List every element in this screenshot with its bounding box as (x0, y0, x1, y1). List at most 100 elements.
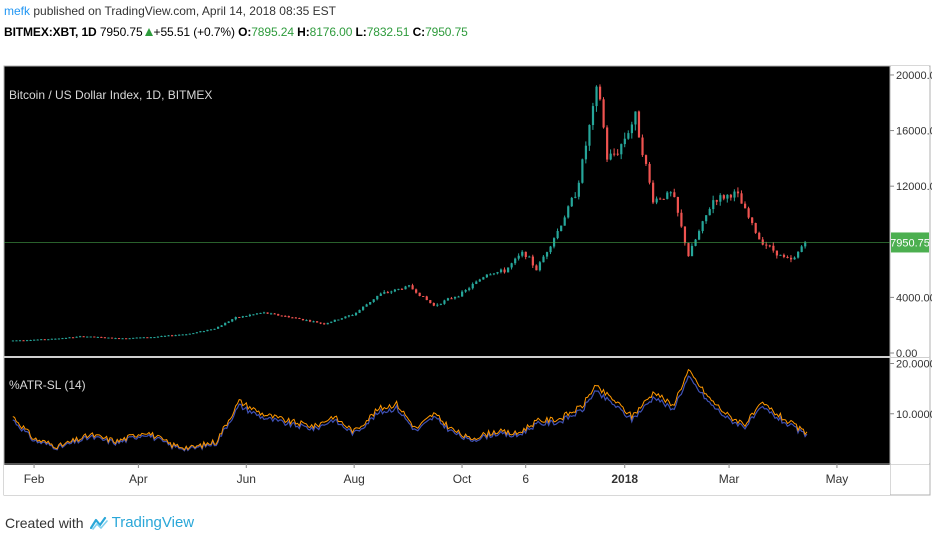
candle-body (538, 262, 542, 271)
tradingview-logo-icon (89, 516, 108, 530)
candle-body (298, 317, 301, 319)
candle-body (347, 315, 351, 317)
candle-body (132, 337, 135, 339)
candle-body (567, 206, 570, 218)
candle-body (185, 334, 188, 336)
candle-body (680, 212, 683, 227)
candle-body (79, 336, 82, 338)
candle-body (729, 194, 733, 198)
author-link[interactable]: mefk (4, 4, 31, 18)
candle-body (478, 279, 481, 282)
candle-body (422, 295, 425, 297)
candle-body (747, 208, 750, 218)
chart-background (4, 66, 890, 495)
last-price-badge (891, 232, 929, 253)
candle-body (584, 145, 588, 160)
candle-body (11, 340, 15, 342)
candle-body (316, 321, 319, 323)
candle-body (485, 274, 488, 278)
candle-body (294, 317, 297, 319)
candle-body (457, 296, 460, 298)
publish-info: mefk published on TradingView.com, April… (4, 4, 336, 18)
candle-body (542, 256, 545, 263)
candle-body (775, 250, 779, 256)
candle-body (489, 274, 492, 276)
candle-body (68, 337, 71, 339)
low-label: L: (355, 25, 367, 39)
candle-body (96, 336, 99, 338)
candle-body (206, 329, 209, 332)
time-tick-label: Oct (453, 472, 472, 486)
chart-canvas[interactable]: Bitcoin / US Dollar Index, 1D, BITMEX %A… (0, 62, 932, 500)
candle-body (545, 252, 549, 257)
candle-body (358, 309, 361, 313)
candle-body (429, 300, 432, 303)
candle-body (683, 226, 687, 244)
candle-body (609, 153, 612, 160)
candle-body (560, 225, 563, 232)
candle-body (468, 288, 471, 290)
candle-body (450, 298, 453, 300)
candle-body (333, 319, 336, 322)
candle-body (43, 339, 46, 341)
candle-body (524, 251, 527, 257)
candle-body (337, 319, 340, 321)
candle-body (227, 321, 230, 323)
candle-body (199, 331, 202, 333)
low-value: 7832.51 (366, 25, 410, 39)
candle-body (287, 316, 290, 318)
candle-body (305, 320, 308, 322)
candle-body (411, 285, 414, 290)
candle-body (86, 336, 89, 338)
price-tick-label: 16000.00 (896, 126, 932, 138)
candle-body (238, 317, 241, 319)
candle-body (432, 302, 435, 306)
tradingview-brand[interactable]: TradingView (89, 514, 195, 531)
ohlc-legend: BITMEX:XBT, 1D 7950.75 +55.51 (+0.7%) O:7… (4, 25, 468, 39)
candle-body (768, 245, 771, 247)
candle-body (531, 256, 534, 266)
candle-body (666, 192, 669, 199)
candle-body (234, 317, 237, 320)
candle-body (181, 334, 184, 336)
candle-body (319, 322, 322, 324)
candle-body (712, 200, 715, 210)
price-axis-ticks: 20000.00 16000.00 12000.00 4000.00 0.00 (890, 70, 932, 360)
atr-tick-label: 10.0000 (896, 409, 932, 421)
candle-body (280, 315, 283, 317)
candle-body (277, 314, 280, 316)
candle-body (499, 269, 503, 273)
time-tick-label: May (826, 472, 849, 486)
candle-body (443, 300, 446, 304)
candle-body (698, 231, 701, 240)
candle-body (789, 257, 793, 260)
candle-body (54, 338, 57, 340)
price-tick-label: 12000.00 (896, 181, 932, 193)
candle-body (623, 138, 626, 145)
candle-body (439, 303, 443, 305)
candle-body (797, 251, 800, 258)
brand-name: TradingView (111, 514, 195, 531)
candle-body (36, 339, 39, 341)
candle-body (510, 263, 513, 268)
candle-body (400, 288, 404, 290)
candle-body (365, 304, 368, 307)
candle-body (772, 245, 775, 251)
candle-body (736, 191, 740, 194)
atr-scale-background (891, 358, 929, 464)
candle-body (61, 338, 64, 340)
candle-body (397, 288, 400, 290)
candle-body (740, 193, 743, 204)
candle-body (779, 254, 782, 256)
close-label: C: (412, 25, 426, 39)
candle-body (464, 289, 467, 292)
price-tick-label: 0.00 (896, 348, 917, 360)
candle-body (220, 325, 223, 327)
candle-body (606, 127, 609, 160)
candle-body (379, 293, 382, 296)
atr-base-line (12, 375, 808, 452)
candle-body (630, 124, 634, 134)
candle-body (323, 323, 326, 325)
candle-body (535, 265, 538, 271)
candle-body (574, 196, 577, 198)
